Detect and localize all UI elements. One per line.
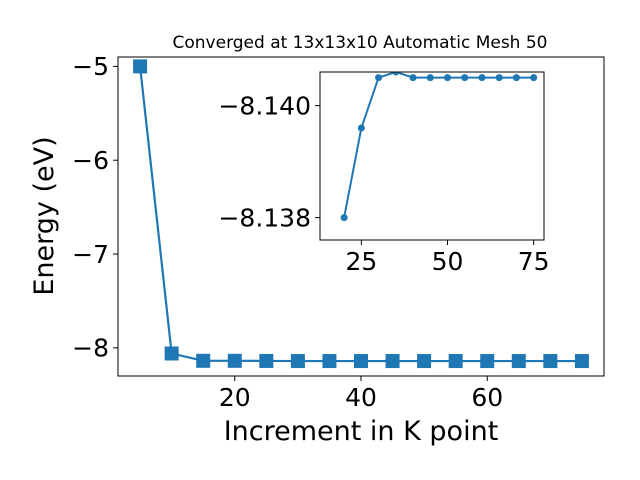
inset-data-point [357,124,365,132]
inset-series [340,72,538,222]
main-series [133,59,589,369]
inset-data-point [512,74,520,82]
inset-plot-frame [319,71,545,241]
main-y-tick-label: −6 [72,146,109,175]
main-x-tick-label: 40 [345,383,377,412]
inset-background [320,72,544,240]
main-data-point [196,353,211,368]
inset-data-point [340,214,348,222]
main-data-point [164,346,179,361]
inset-x-axis: 25 50 75 [345,240,550,276]
inset-data-point [530,74,538,82]
main-y-tick-label: −5 [72,52,109,81]
main-data-point [417,354,432,369]
inset-data-point [495,74,503,82]
y-axis-label: Energy (eV) [29,136,60,295]
inset-data-point [409,74,417,82]
main-data-point [290,354,305,369]
main-x-tick-label: 60 [471,383,503,412]
inset-data-point [461,74,469,82]
main-chart: Converged at 13x13x10 Automatic Mesh 50 … [29,33,605,447]
main-data-point [354,354,368,369]
inset-y-tick-label: −8.138 [218,203,311,232]
main-data-point [511,354,526,369]
x-axis-label: Increment in K point [224,416,499,447]
inset-y-tick-label: −8.140 [218,91,311,120]
inset-data-point [375,74,383,82]
main-data-point [543,354,558,369]
main-x-tick-label: 20 [219,383,251,412]
inset-x-tick-label: 25 [345,247,377,276]
inset-data-point [444,74,452,82]
inset-y-axis: −8.140 −8.138 [218,91,320,232]
main-y-tick-label: −7 [72,240,109,269]
chart-title: Converged at 13x13x10 Automatic Mesh 50 [173,33,548,53]
main-data-point [574,354,589,369]
main-data-point [227,353,242,368]
main-data-point [385,354,400,369]
inset-x-tick-label: 50 [432,247,464,276]
main-x-axis: 20 40 60 [219,376,503,412]
inset-chart: 25 50 75 −8.140 −8.138 [218,71,550,276]
main-data-point [259,353,274,368]
main-data-point [322,354,337,369]
inset-data-point [392,72,400,76]
inset-x-tick-label: 75 [518,247,550,276]
inset-data-point [478,74,486,82]
main-data-point [133,59,148,74]
inset-data-point [426,74,434,82]
main-data-point [448,354,463,369]
main-y-tick-label: −8 [72,334,109,363]
main-y-axis: −8 −7 −6 −5 [72,52,118,363]
main-data-point [480,354,495,369]
